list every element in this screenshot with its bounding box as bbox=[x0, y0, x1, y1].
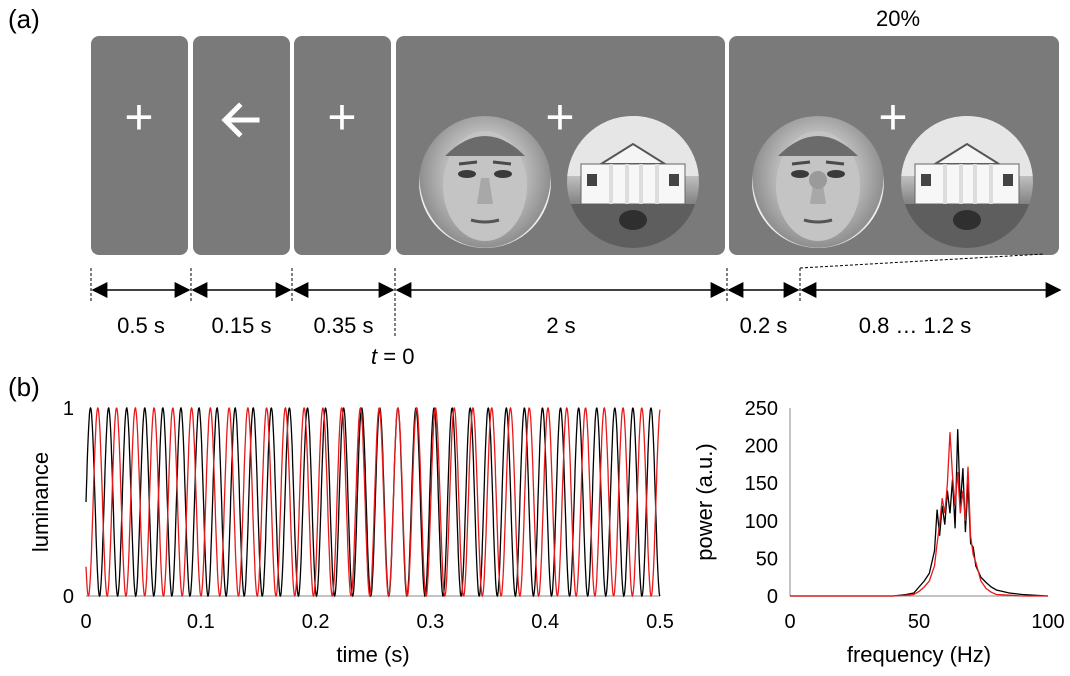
y-tick-label: 200 bbox=[745, 436, 778, 458]
series-line-1 bbox=[790, 432, 1048, 597]
house-image bbox=[901, 116, 1033, 248]
fixation-cross-icon: + bbox=[124, 89, 154, 145]
y-tick-label: 250 bbox=[745, 398, 778, 420]
fixation-cross-icon: + bbox=[327, 89, 357, 145]
y-tick-label: 0 bbox=[767, 586, 778, 608]
t0-eq: = 0 bbox=[383, 344, 415, 369]
arrow-left-icon bbox=[221, 102, 260, 138]
face-image bbox=[419, 116, 551, 248]
x-tick-label: 0.1 bbox=[187, 611, 215, 633]
duration-label: 0.35 s bbox=[313, 313, 374, 338]
y-axis-label: power (a.u.) bbox=[692, 443, 717, 560]
fixation-cross-icon: + bbox=[878, 89, 908, 145]
y-axis-label: luminance bbox=[28, 452, 53, 552]
x-tick-label: 50 bbox=[908, 611, 930, 633]
fixation-cross-icon: + bbox=[545, 89, 575, 145]
panel-a-label: (a) bbox=[8, 4, 40, 34]
screen-cue bbox=[193, 36, 290, 255]
x-axis-label: time (s) bbox=[336, 642, 409, 667]
y-tick-label: 150 bbox=[745, 473, 778, 495]
x-tick-label: 0.5 bbox=[646, 611, 674, 633]
screen-response: + bbox=[729, 36, 1059, 255]
series-line-0 bbox=[790, 429, 1049, 597]
luminance-chart: 0 0.1 0.2 0.3 0.4 0.5 0 1 time (s) luminance bbox=[28, 398, 674, 667]
y-tick-label: 100 bbox=[745, 511, 778, 533]
x-tick-label: 0 bbox=[784, 611, 795, 633]
percent-label: 20% bbox=[876, 6, 921, 31]
timeline bbox=[90, 253, 1062, 338]
x-tick-label: 0.2 bbox=[302, 611, 330, 633]
duration-label: 0.8 … 1.2 s bbox=[858, 313, 972, 338]
screen-stimuli: + bbox=[396, 36, 725, 255]
x-tick-label: 0.3 bbox=[416, 611, 444, 633]
series-line-1 bbox=[85, 406, 661, 598]
series-line-0 bbox=[85, 406, 661, 598]
house-image bbox=[567, 116, 699, 248]
duration-label: 0.5 s bbox=[117, 313, 165, 338]
screen-fixation-1: + bbox=[91, 36, 188, 255]
duration-label: 0.2 s bbox=[739, 313, 788, 338]
y-tick-label: 1 bbox=[63, 398, 74, 420]
t0-var: t bbox=[371, 344, 378, 369]
t0-label: t = 0 bbox=[371, 344, 414, 370]
duration-label: 2 s bbox=[546, 313, 576, 338]
x-tick-label: 0 bbox=[80, 611, 91, 633]
x-axis-label: frequency (Hz) bbox=[847, 642, 991, 667]
screen-fixation-2: + bbox=[294, 36, 391, 255]
power-spectrum-chart: 0 50 100 0 50 100 150 200 250 frequency (Hz) power… bbox=[692, 398, 1065, 667]
y-tick-label: 50 bbox=[756, 548, 778, 570]
duration-label: 0.15 s bbox=[211, 313, 272, 338]
y-tick-label: 0 bbox=[63, 586, 74, 608]
panel-b-label: (b) bbox=[8, 372, 40, 402]
x-tick-label: 0.4 bbox=[531, 611, 559, 633]
x-tick-label: 100 bbox=[1031, 611, 1064, 633]
face-image bbox=[752, 116, 884, 248]
